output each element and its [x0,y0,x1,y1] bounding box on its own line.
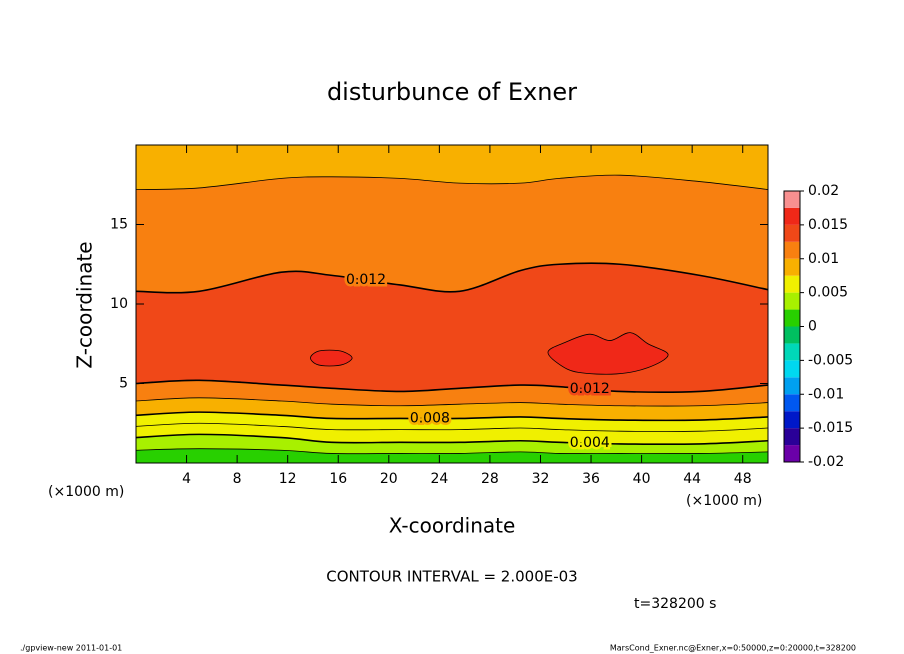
colorbar-label: -0.02 [808,454,844,470]
fill-band [310,350,353,367]
contour-line [136,448,768,455]
colorbar-label: -0.005 [808,352,853,368]
x-tick-label: 32 [532,471,550,487]
colorbar-swatch [784,394,800,412]
colorbar-swatch [784,411,800,429]
y-tick-label: 10 [110,296,128,312]
x-tick-label: 44 [683,471,701,487]
colorbar-swatch [784,292,800,310]
colorbar-swatch [784,377,800,395]
colorbar-swatch [784,191,800,208]
x-tick-label: 24 [430,471,448,487]
x-tick-label: 28 [481,471,499,487]
x-tick-label: 12 [279,471,297,487]
colorbar-swatch [784,207,800,225]
colorbar-swatch [784,258,800,276]
contour-label: 0.012 [570,381,610,397]
contour-label: 0.008 [410,410,450,426]
x-tick-label: 48 [734,471,752,487]
contour-line [310,349,353,367]
contour-line [136,422,768,432]
overlay: 4 8 12 16 20 24 28 32 36 40 44 4851015-0.02-0.015-0… [110,144,853,487]
time-label: t=328200 s [634,596,716,612]
y-unit: (×1000 m) [48,484,124,500]
colorbar-label: 0.015 [808,217,848,233]
colorbar-label: -0.015 [808,420,853,436]
colorbar-swatch [784,343,800,361]
colorbar-swatch [784,445,800,462]
colorbar-label: 0 [808,319,817,335]
footer-right: MarsCond_Exner.nc@Exner,x=0:50000,z=0:20… [610,644,856,653]
colorbar-swatch [784,360,800,378]
plot-area: 0.004 0.008 0.012 0.012 [136,145,768,463]
contour-label: 0.012 [346,272,386,288]
chart-title: disturbunce of Exner [327,78,577,106]
y-tick-label: 5 [119,376,128,392]
x-tick-label: 36 [582,471,600,487]
colorbar-swatch [784,309,800,327]
colorbar-swatch [784,326,800,344]
y-tick-label: 15 [110,217,128,233]
contour-line [136,411,768,422]
x-unit: (×1000 m) [686,493,762,509]
fill-band [547,332,669,375]
colorbar-label: 0.02 [808,183,839,199]
colorbar-swatch [784,241,800,259]
x-tick-label: 4 [182,471,191,487]
colorbar-label: -0.01 [808,386,844,402]
colorbar-swatch [784,275,800,293]
colorbar-swatch [784,428,800,446]
colorbar-swatch [784,224,800,242]
contour-line [547,332,669,375]
contour-interval: CONTOUR INTERVAL = 2.000E-03 [326,568,577,586]
footer-left: ./gpview-new 2011-01-01 [20,644,122,653]
contour-label: 0.004 [570,435,610,451]
x-tick-label: 16 [329,471,347,487]
colorbar-label: 0.005 [808,285,848,301]
x-tick-label: 40 [633,471,651,487]
contour-line [136,397,768,407]
colorbar-label: 0.01 [808,251,839,267]
x-axis-label: X-coordinate [389,514,516,538]
contour-line [136,174,768,190]
x-tick-label: 8 [233,471,242,487]
x-tick-label: 20 [380,471,398,487]
y-axis-label: Z-coordinate [73,241,97,368]
contour-line [136,262,768,294]
contour-line [136,433,768,446]
contour-line [136,379,768,393]
